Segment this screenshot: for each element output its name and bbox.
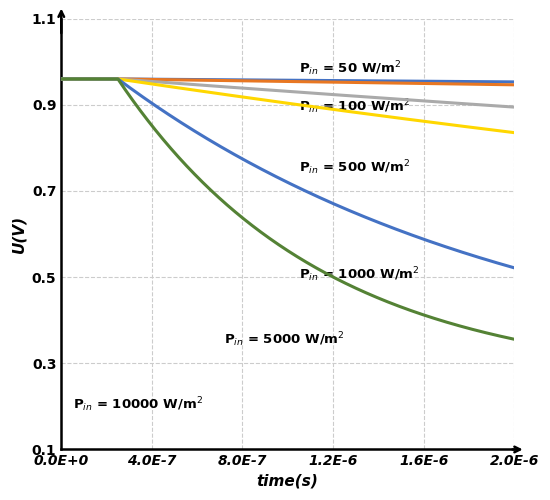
X-axis label: time(s): time(s) xyxy=(257,474,318,489)
Text: P$_{in}$ = 5000 W/m$^2$: P$_{in}$ = 5000 W/m$^2$ xyxy=(224,330,345,349)
Text: P$_{in}$ = 10000 W/m$^2$: P$_{in}$ = 10000 W/m$^2$ xyxy=(73,395,202,413)
Text: P$_{in}$ = 500 W/m$^2$: P$_{in}$ = 500 W/m$^2$ xyxy=(299,158,411,176)
Text: P$_{in}$ = 50 W/m$^2$: P$_{in}$ = 50 W/m$^2$ xyxy=(299,59,402,78)
Text: P$_{in}$ = 100 W/m$^2$: P$_{in}$ = 100 W/m$^2$ xyxy=(299,98,411,116)
Text: P$_{in}$ = 1000 W/m$^2$: P$_{in}$ = 1000 W/m$^2$ xyxy=(299,266,420,284)
Y-axis label: U(V): U(V) xyxy=(11,215,26,253)
